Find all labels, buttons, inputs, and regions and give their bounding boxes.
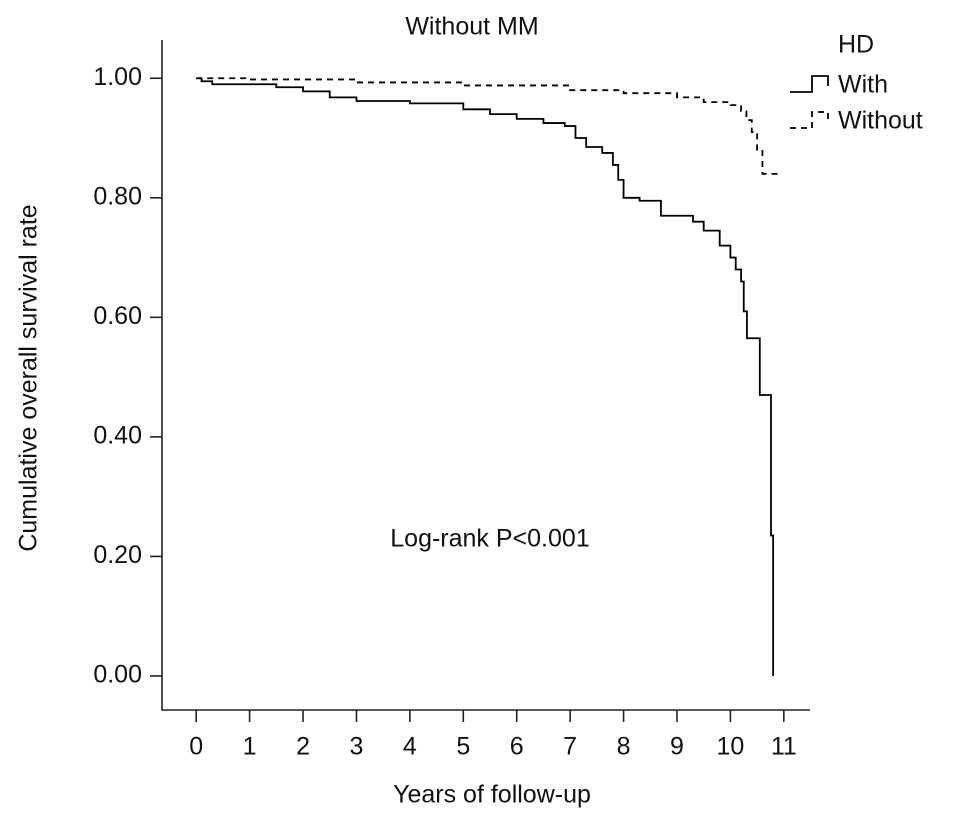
x-axis-label: Years of follow-up xyxy=(393,781,591,809)
x-tick-label: 11 xyxy=(771,733,797,761)
x-tick-label: 3 xyxy=(350,733,364,761)
x-tick-label: 4 xyxy=(403,733,417,761)
y-tick-label: 0.40 xyxy=(93,421,142,449)
legend-label: With xyxy=(838,71,888,99)
x-tick-label: 0 xyxy=(189,733,203,761)
y-axis-label: Cumulative overall survival rate xyxy=(15,204,43,551)
x-tick-label: 6 xyxy=(510,733,524,761)
legend-title: HD xyxy=(838,31,874,59)
y-tick-label: 0.00 xyxy=(93,661,142,689)
y-tick-label: 0.60 xyxy=(93,302,142,330)
x-tick-label: 10 xyxy=(716,733,744,761)
survival-curve xyxy=(196,77,775,676)
legend-swatch xyxy=(790,75,829,93)
x-tick-label: 2 xyxy=(296,733,310,761)
annotation: Log-rank P<0.001 xyxy=(390,525,589,553)
y-tick-label: 1.00 xyxy=(93,63,142,91)
y-tick-label: 0.20 xyxy=(93,541,142,569)
y-tick-label: 0.80 xyxy=(93,182,142,210)
survival-curve xyxy=(196,77,781,175)
x-tick-label: 8 xyxy=(617,733,631,761)
legend-swatch xyxy=(790,111,829,129)
axes xyxy=(161,40,810,711)
legend-label: Without xyxy=(838,107,923,135)
x-tick-label: 7 xyxy=(563,733,577,761)
chart-title: Without MM xyxy=(405,13,538,41)
x-tick-label: 1 xyxy=(243,733,257,761)
x-tick-label: 9 xyxy=(670,733,684,761)
x-tick-label: 5 xyxy=(456,733,470,761)
